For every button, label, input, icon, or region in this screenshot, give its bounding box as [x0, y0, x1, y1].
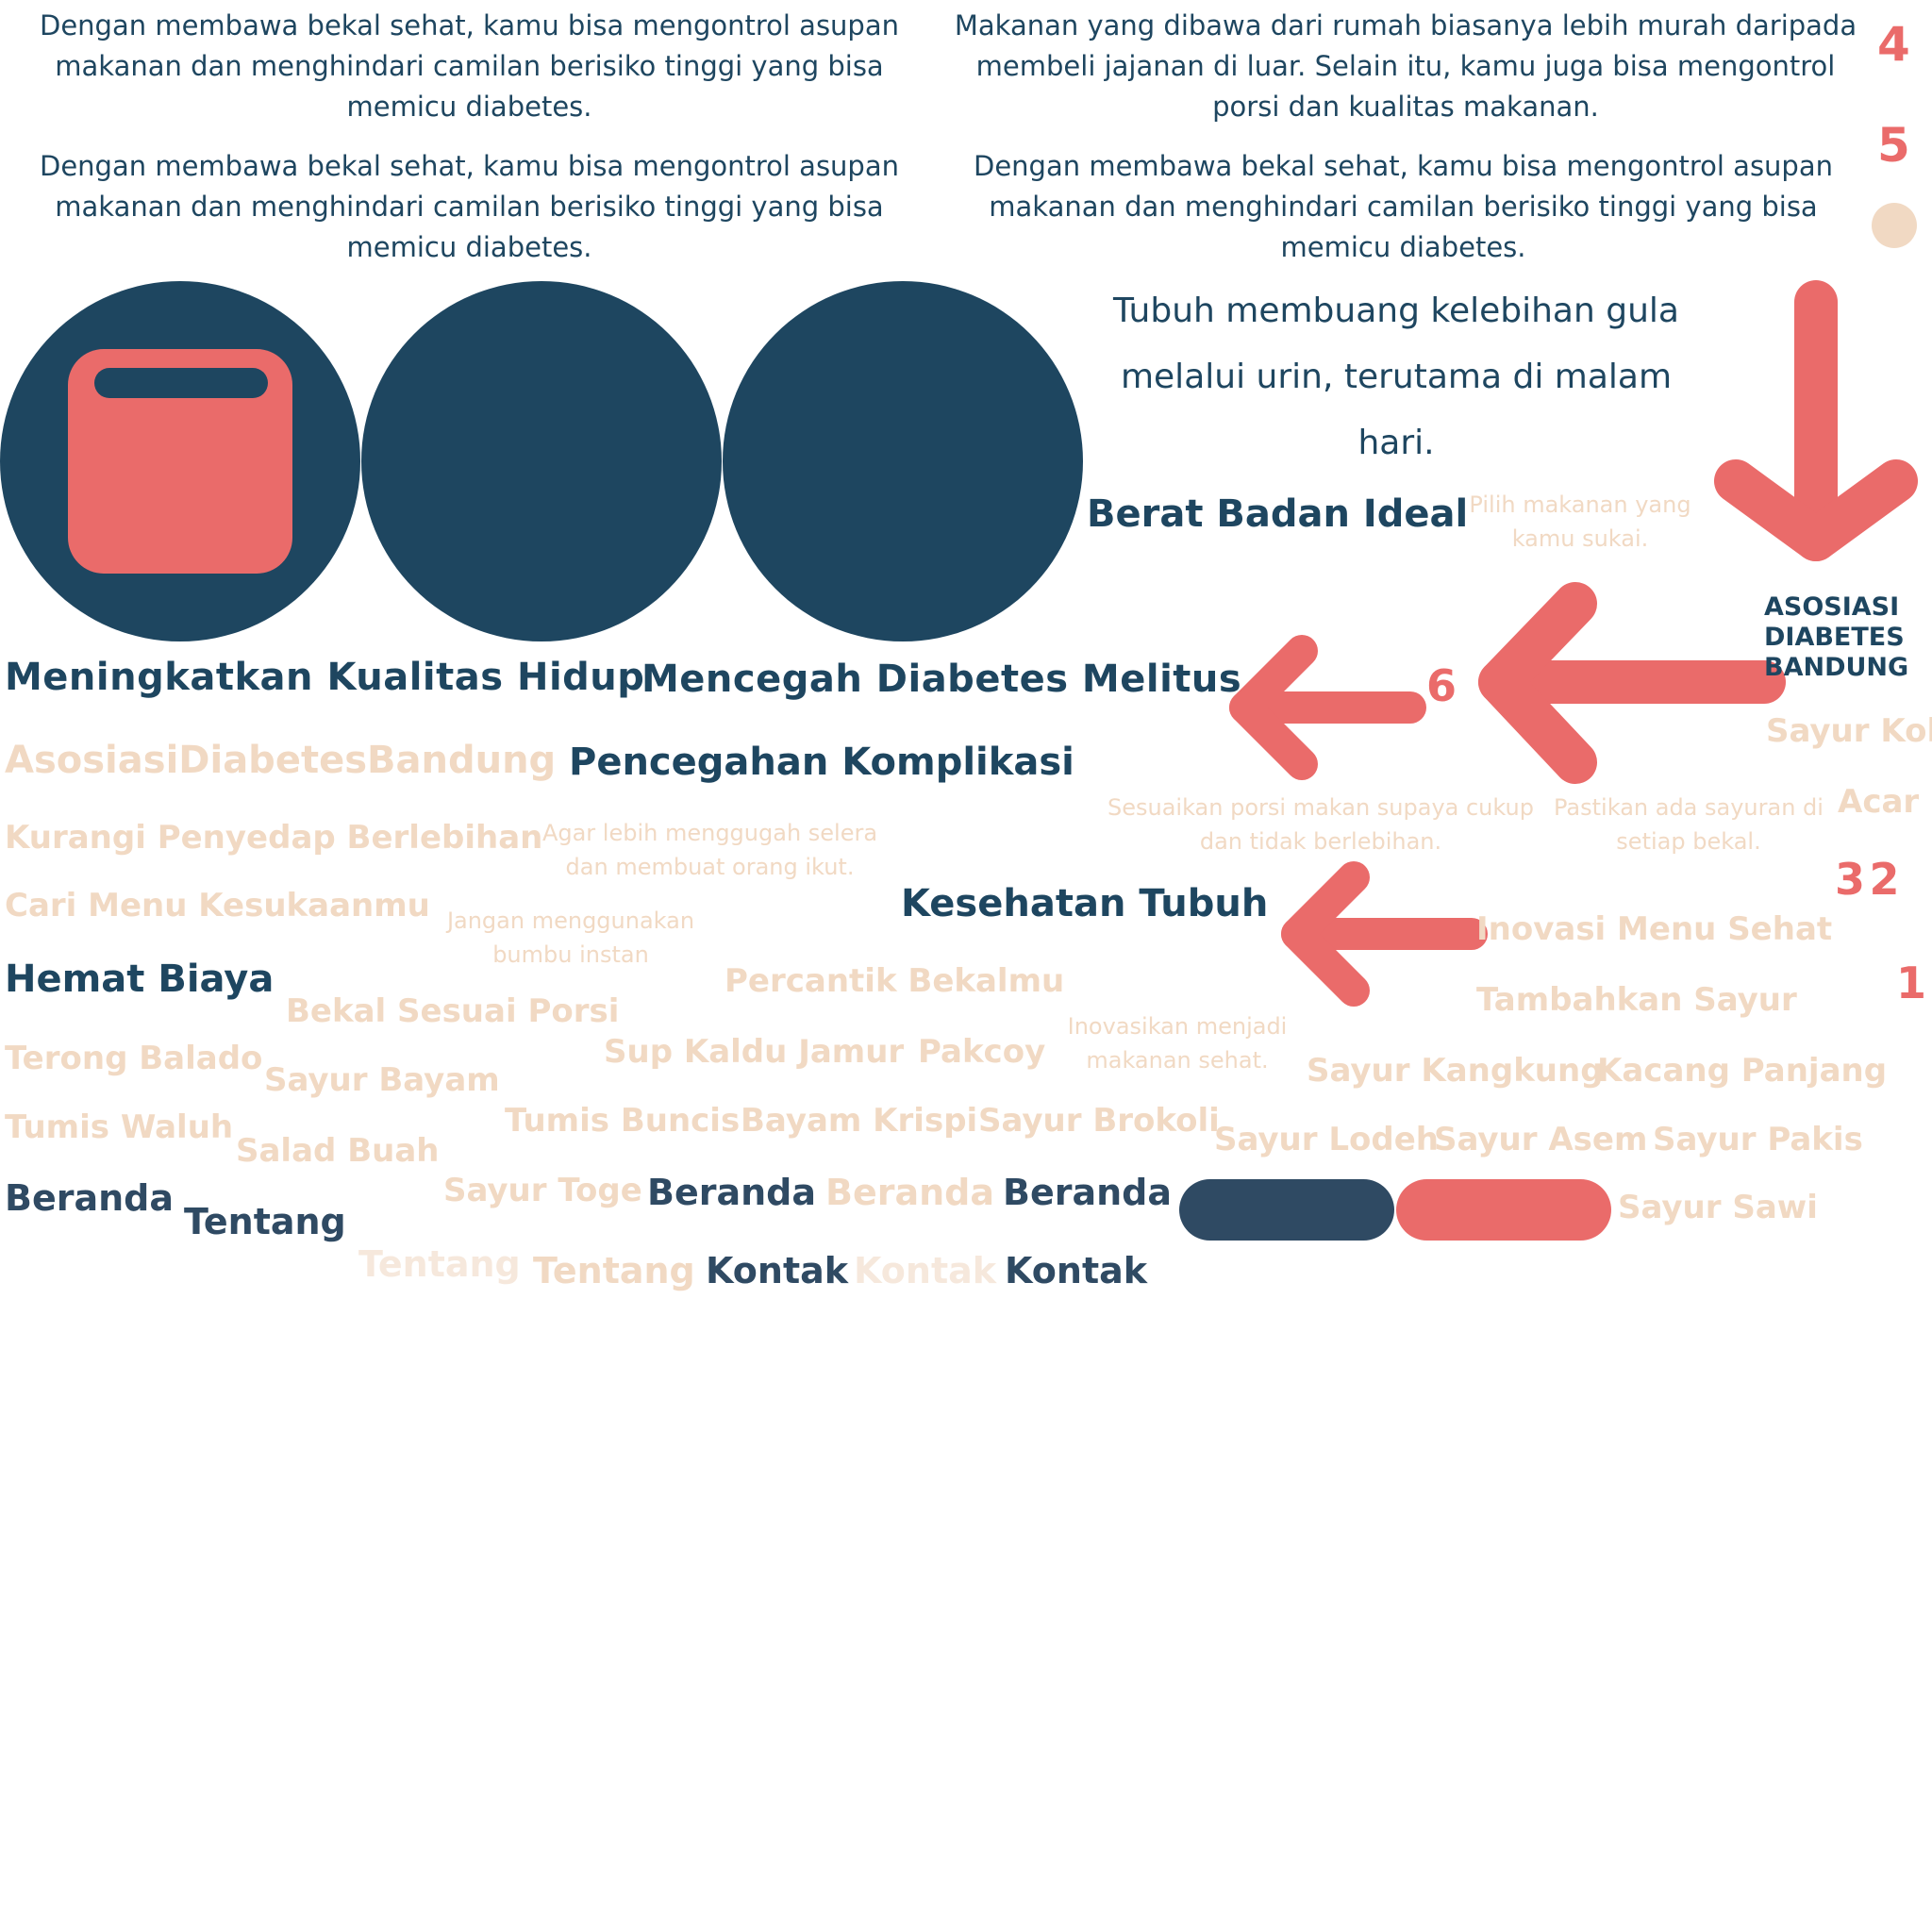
nav-kontak[interactable]: Kontak: [1005, 1250, 1148, 1291]
caption-jangan: Jangan menggunakan bumbu instan: [446, 908, 695, 968]
menu-sayur-brokoli: Sayur Brokoli: [978, 1102, 1220, 1140]
caption-pilih: Pilih makanan yang kamu sukai.: [1469, 491, 1691, 552]
circle-calendar: [0, 281, 360, 641]
tip-bekal-porsi: Bekal Sesuai Porsi: [286, 992, 620, 1030]
caption-agar: Agar lebih menggugah selera dan membuat …: [541, 820, 878, 880]
paragraph-bekal-sehat-3: Dengan membawa bekal sehat, kamu bisa me…: [973, 150, 1833, 263]
nav-kontak[interactable]: Kontak: [854, 1250, 997, 1291]
tip-inovasi-menu: Inovasi Menu Sehat: [1476, 910, 1833, 948]
heading-hemat-biaya: Hemat Biaya: [5, 958, 275, 1001]
menu-sayur-bayam: Sayur Bayam: [264, 1061, 500, 1099]
paragraph-hemat-biaya: Makanan yang dibawa dari rumah biasanya …: [954, 9, 1857, 123]
number-4: 4: [1877, 17, 1910, 72]
tip-kurangi-penyedap: Kurangi Penyedap Berlebihan: [5, 819, 543, 857]
paragraph-gula-urin: Tubuh membuang kelebihan gula melalui ur…: [1113, 291, 1679, 462]
nav-beranda[interactable]: Beranda: [1003, 1172, 1173, 1213]
nav-kontak[interactable]: Kontak: [706, 1250, 849, 1291]
number-3: 3: [1835, 854, 1866, 905]
heading-kualitas-hidup: Meningkatkan Kualitas Hidup: [5, 656, 645, 699]
menu-sayur-pakis: Sayur Pakis: [1653, 1121, 1863, 1158]
menu-sayur-kangkung: Sayur Kangkung: [1307, 1052, 1604, 1090]
menu-acar: Acar: [1838, 783, 1920, 821]
pill-button-navy[interactable]: [1179, 1179, 1394, 1241]
nav-tentang[interactable]: Tentang: [184, 1201, 346, 1242]
pill-button-coral[interactable]: [1396, 1179, 1611, 1241]
menu-terong-balado: Terong Balado: [5, 1040, 263, 1077]
logo-line-2: DIABETES: [1764, 623, 1905, 652]
heading-kesehatan: Kesehatan Tubuh: [901, 882, 1269, 925]
arrow-left-icon: [1478, 582, 1786, 784]
menu-kacang-panjang: Kacang Panjang: [1597, 1052, 1888, 1090]
menu-sayur-toge: Sayur Toge: [443, 1172, 642, 1209]
menu-bayam-krispi: Bayam Krispi: [741, 1102, 978, 1140]
nav-tentang[interactable]: Tentang: [533, 1250, 695, 1291]
menu-sup-kaldu: Sup Kaldu Jamur: [604, 1033, 905, 1071]
nav-tentang[interactable]: Tentang: [358, 1243, 521, 1285]
caption-inovasikan: Inovasikan menjadi makanan sehat.: [1067, 1013, 1288, 1074]
nav-beranda[interactable]: Beranda: [5, 1177, 175, 1219]
heading-berat-badan: Berat Badan Ideal: [1087, 492, 1469, 536]
number-1: 1: [1896, 958, 1927, 1008]
menu-tumis-buncis: Tumis Buncis: [505, 1102, 741, 1140]
menu-sayur-asem: Sayur Asem: [1434, 1121, 1648, 1158]
heading-asosiasi-word: AsosiasiDiabetesBandung: [5, 739, 557, 782]
caption-pastikan: Pastikan ada sayuran di setiap bekal.: [1554, 794, 1824, 855]
menu-pakcoy: Pakcoy: [918, 1033, 1046, 1071]
menu-sayur-sawi: Sayur Sawi: [1618, 1189, 1818, 1226]
circle-2: [361, 281, 722, 641]
nav-beranda[interactable]: Beranda: [825, 1172, 995, 1213]
calendar-bar: [94, 368, 268, 398]
caption-sesuaikan: Sesuaikan porsi makan supaya cukup dan t…: [1107, 794, 1534, 855]
number-3-2: 3 2: [1835, 854, 1899, 905]
heading-mencegah-diabetes: Mencegah Diabetes Melitus: [641, 658, 1242, 701]
heading-pencegahan: Pencegahan Komplikasi: [569, 741, 1074, 784]
nav-beranda[interactable]: Beranda: [647, 1172, 817, 1213]
logo-asosiasi: ASOSIASI DIABETES BANDUNG: [1764, 592, 1908, 683]
tip-tambahkan-sayur: Tambahkan Sayur: [1476, 981, 1797, 1019]
tip-cari-menu: Cari Menu Kesukaanmu: [5, 887, 430, 924]
arrow-left-icon: [1281, 861, 1488, 1007]
arrow-down-icon: [1714, 280, 1918, 561]
beige-dot: [1872, 203, 1917, 248]
logo-line-3: BANDUNG: [1764, 653, 1909, 682]
arrow-left-icon: [1229, 635, 1426, 780]
menu-tumis-waluh: Tumis Waluh: [5, 1108, 234, 1146]
logo-line-1: ASOSIASI: [1764, 592, 1900, 622]
paragraph-bekal-sehat-2: Dengan membawa bekal sehat, kamu bisa me…: [39, 150, 899, 263]
tip-percantik: Percantik Bekalmu: [724, 962, 1065, 1000]
number-2: 2: [1869, 854, 1900, 905]
calendar-icon: [68, 349, 292, 574]
number-6: 6: [1426, 660, 1457, 711]
menu-sayur-lodeh: Sayur Lodeh: [1214, 1121, 1439, 1158]
paragraph-bekal-sehat-1: Dengan membawa bekal sehat, kamu bisa me…: [39, 9, 899, 123]
circle-3: [723, 281, 1083, 641]
menu-sayur-kol: Sayur Kol: [1766, 712, 1932, 750]
number-5: 5: [1877, 118, 1910, 173]
menu-salad-buah: Salad Buah: [236, 1132, 440, 1170]
